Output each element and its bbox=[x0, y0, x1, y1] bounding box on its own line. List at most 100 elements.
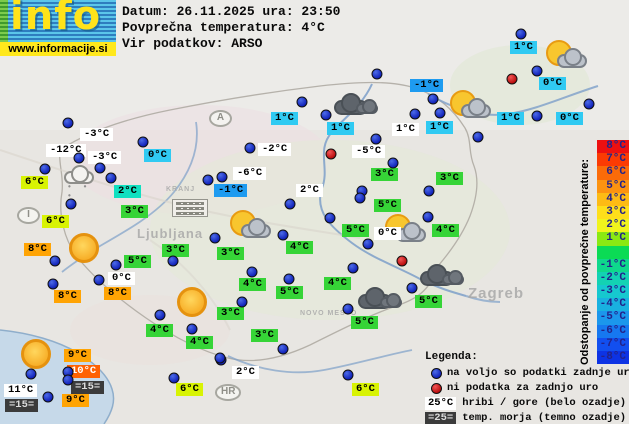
station-temp-label: 0°C bbox=[539, 77, 566, 90]
station-temp-label: 0°C bbox=[144, 149, 171, 162]
station-temp-label: -1°C bbox=[214, 184, 248, 197]
legend-text: ni podatka za zadnjo uro bbox=[447, 382, 599, 394]
sun-icon bbox=[177, 287, 207, 317]
legend-chip: 25°C bbox=[425, 397, 457, 410]
sun-cloud-icon bbox=[449, 90, 493, 122]
station-dot-blue bbox=[105, 172, 117, 184]
station-temp-label: -3°C bbox=[88, 151, 122, 164]
station-dot-blue bbox=[167, 255, 179, 267]
country-sign-hr: HR bbox=[215, 384, 242, 401]
station-dot-blue bbox=[583, 98, 595, 110]
cloud-part bbox=[442, 270, 464, 285]
station-temp-label: 5°C bbox=[124, 255, 151, 268]
sun-icon bbox=[21, 339, 51, 369]
station-temp-label: 1°C bbox=[392, 123, 419, 136]
station-temp-label: 6°C bbox=[21, 176, 48, 189]
station-temp-label: 3°C bbox=[217, 307, 244, 320]
legend: Legenda: na voljo so podatki zadnje ure n… bbox=[425, 351, 629, 424]
station-dot-blue bbox=[296, 96, 308, 108]
station-temp-label: 5°C bbox=[374, 199, 401, 212]
station-dot-blue bbox=[531, 65, 543, 77]
station-dot-blue bbox=[94, 162, 106, 174]
station-temp-label: 11°C bbox=[4, 384, 38, 397]
station-dot-red bbox=[396, 255, 408, 267]
station-temp-label: -6°C bbox=[233, 167, 267, 180]
station-temp-label: 3°C bbox=[251, 329, 278, 342]
station-dot-blue bbox=[277, 343, 289, 355]
station-dot-blue bbox=[214, 352, 226, 364]
cloud-part bbox=[356, 99, 378, 114]
scale-step: -5°C bbox=[597, 311, 629, 325]
station-temp-label: 6°C bbox=[352, 383, 379, 396]
legend-row: 25°C hribi / gore (belo ozadje) bbox=[425, 396, 629, 411]
station-temp-label: 3°C bbox=[121, 205, 148, 218]
sun-icon bbox=[69, 233, 99, 263]
station-temp-label: 4°C bbox=[239, 278, 266, 291]
temperature-deviation-scale: 8°C 7°C 6°C 5°C 4°C 3°C 2°C 1°C -1°C -2°C -3°C -4°C… bbox=[597, 140, 629, 365]
station-temp-label: 8°C bbox=[24, 243, 51, 256]
station-dot-red bbox=[325, 148, 337, 160]
country-sign-i: I bbox=[17, 207, 40, 224]
station-temp-label: 3°C bbox=[371, 168, 398, 181]
sun-cloud-icon bbox=[229, 210, 273, 242]
cloud-part bbox=[557, 48, 587, 68]
station-temp-label: 10°C bbox=[67, 365, 101, 378]
scale-step: 3°C bbox=[597, 205, 629, 220]
station-temp-label: 1°C bbox=[497, 112, 524, 125]
header-avg-temp-line: Povprečna temperatura: 4°C bbox=[122, 20, 325, 35]
cloud-part bbox=[64, 165, 94, 184]
station-dot-blue bbox=[371, 68, 383, 80]
scale-step: 7°C bbox=[597, 153, 629, 167]
scale-step: 5°C bbox=[597, 179, 629, 193]
station-temp-label: =15= bbox=[71, 381, 105, 394]
legend-title: Legenda: bbox=[425, 351, 478, 363]
station-dot-blue bbox=[202, 174, 214, 186]
station-dot-blue bbox=[422, 211, 434, 223]
station-dot-blue bbox=[277, 229, 289, 241]
station-dot-blue bbox=[25, 368, 37, 380]
scale-step: -4°C bbox=[597, 298, 629, 312]
legend-row: =25= temp. morja (temno ozadje) bbox=[425, 411, 629, 424]
station-dot-blue bbox=[93, 274, 105, 286]
site-logo[interactable]: info www.informacije.si bbox=[0, 0, 116, 56]
station-temp-label: 1°C bbox=[426, 121, 453, 134]
scale-step: -6°C bbox=[597, 324, 629, 338]
station-dot-blue bbox=[347, 262, 359, 274]
station-dot-blue bbox=[154, 309, 166, 321]
station-dot-blue bbox=[324, 212, 336, 224]
legend-dot-blue bbox=[431, 368, 442, 379]
station-temp-label: 4°C bbox=[286, 241, 313, 254]
station-temp-label: 3°C bbox=[162, 244, 189, 257]
station-dot-blue bbox=[387, 157, 399, 169]
station-temp-label: 6°C bbox=[176, 383, 203, 396]
country-sign-a: A bbox=[209, 110, 232, 127]
station-dot-blue bbox=[62, 117, 74, 129]
sun-cloud-icon bbox=[384, 214, 428, 246]
station-dot-red bbox=[506, 73, 518, 85]
station-dot-blue bbox=[283, 273, 295, 285]
station-dot-blue bbox=[65, 198, 77, 210]
legend-rows: na voljo so podatki zadnje ure ni podatka… bbox=[425, 366, 629, 424]
city-label: Zagreb bbox=[468, 285, 525, 302]
header-source-line: Vir podatkov: ARSO bbox=[122, 36, 263, 51]
station-temp-label: 2°C bbox=[232, 366, 259, 379]
station-temp-label: 2°C bbox=[114, 185, 141, 198]
station-temp-label: 3°C bbox=[217, 247, 244, 260]
station-dot-blue bbox=[62, 374, 74, 386]
station-temp-label: 9°C bbox=[64, 349, 91, 362]
station-temp-label: -1°C bbox=[410, 79, 444, 92]
logo-site-url[interactable]: www.informacije.si bbox=[0, 42, 116, 56]
legend-chip: =25= bbox=[425, 412, 457, 424]
station-temp-label: 5°C bbox=[276, 286, 303, 299]
station-temp-label: 1°C bbox=[271, 112, 298, 125]
station-temp-label: 4°C bbox=[186, 336, 213, 349]
station-temp-label: 4°C bbox=[432, 224, 459, 237]
station-dot-blue bbox=[409, 108, 421, 120]
scale-step: -7°C bbox=[597, 337, 629, 351]
station-dot-blue bbox=[73, 152, 85, 164]
station-dot-blue bbox=[42, 391, 54, 403]
station-temp-label: 1°C bbox=[327, 122, 354, 135]
station-dot-blue bbox=[209, 232, 221, 244]
station-temp-label: =15= bbox=[5, 399, 39, 412]
